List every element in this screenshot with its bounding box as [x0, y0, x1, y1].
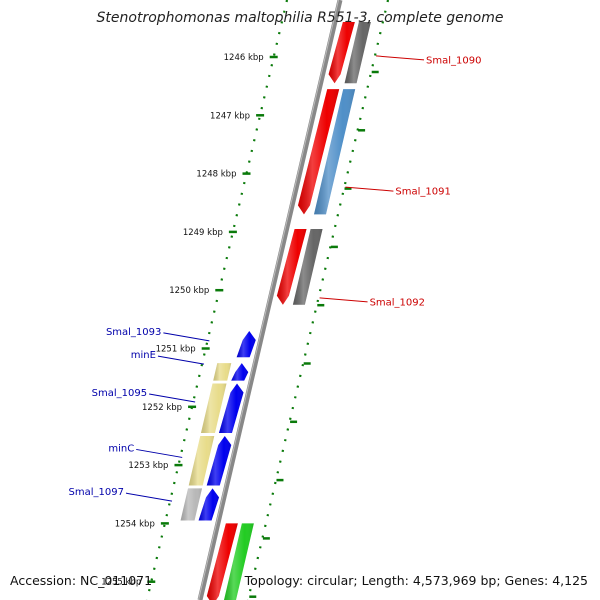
ruler-tick-label: 1252 kbp	[142, 403, 182, 413]
ruler-tick-label: 1247 kbp	[210, 111, 250, 121]
forward-gene-bar-highlight	[344, 22, 371, 84]
ruler-tick-label: 1253 kbp	[128, 461, 168, 471]
ruler-tick-label: 1249 kbp	[183, 228, 223, 238]
ruler-tick-label: 1250 kbp	[169, 286, 209, 296]
forward-gene-label: Smal_1090	[426, 55, 481, 66]
ruler-tick-label: 1255 kbp	[101, 578, 141, 588]
forward-gene-label: Smal_1091	[395, 187, 450, 198]
map-title: Stenotrophomonas maltophilia R551-3, com…	[96, 10, 504, 26]
ruler-tick-label: 1248 kbp	[196, 170, 236, 180]
reverse-label-leader	[157, 355, 205, 365]
reverse-gene-bar-highlight	[180, 488, 203, 521]
reverse-label-leader	[136, 448, 183, 458]
reverse-label-leader	[163, 332, 210, 342]
forward-gene-label: Smal_1092	[370, 297, 425, 308]
forward-label-leader	[345, 186, 394, 192]
reverse-cds-arrow-highlight	[236, 331, 256, 358]
ruler-tick-label: 1246 kbp	[224, 53, 264, 63]
forward-cds-arrow-highlight	[276, 228, 307, 305]
reverse-gene-label: Smal_1095	[92, 388, 147, 399]
reverse-cds-arrow-highlight	[218, 383, 244, 434]
forward-label-leader	[319, 297, 368, 303]
reverse-gene-bar-highlight	[188, 435, 215, 486]
reverse-gene-label: minE	[131, 350, 156, 361]
forward-cds-arrow-highlight	[328, 22, 355, 84]
forward-cds-arrow-highlight	[297, 89, 340, 215]
forward-gene-bar-highlight	[313, 89, 356, 215]
reverse-gene-label: minC	[108, 443, 134, 454]
genome-backbone	[197, 0, 343, 600]
reverse-cds-arrow-highlight	[206, 435, 232, 486]
topology-label: Topology: circular; Length: 4,573,969 bp…	[242, 573, 590, 588]
forward-cds-arrow-highlight	[206, 523, 238, 600]
forward-label-leader	[375, 55, 425, 61]
reverse-gene-bar-highlight	[213, 363, 232, 381]
reverse-cds-arrow-highlight	[198, 488, 220, 521]
outer-ruler-dotted-line	[246, 0, 390, 600]
reverse-gene-label: Smal_1097	[69, 487, 124, 498]
reverse-gene-label: Smal_1093	[106, 327, 161, 338]
reverse-label-leader	[149, 393, 196, 403]
reverse-label-leader	[125, 492, 173, 502]
forward-gene-bar-highlight	[292, 228, 323, 305]
ruler-dotted-line	[145, 0, 289, 600]
reverse-gene-bar-highlight	[200, 383, 227, 434]
forward-gene-bar-highlight	[224, 523, 254, 600]
genome-backbone-highlight	[198, 0, 339, 600]
ruler-tick-label: 1251 kbp	[156, 345, 196, 355]
reverse-cds-arrow-highlight	[231, 363, 249, 381]
ruler-tick-label: 1254 kbp	[115, 519, 155, 529]
accession-label: Accession: NC_011071	[10, 573, 153, 588]
